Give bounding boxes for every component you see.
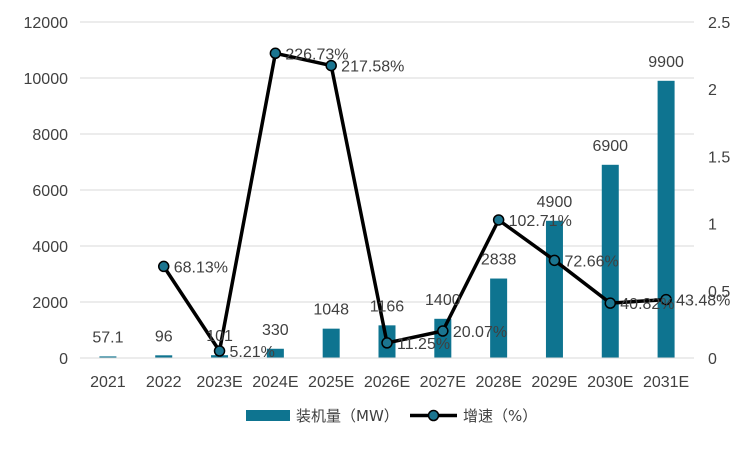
- y-left-tick-label: 2000: [32, 295, 68, 312]
- bar: [99, 356, 117, 358]
- line-marker: [437, 325, 449, 337]
- gridlines: [80, 21, 694, 303]
- y-left-tick-label: 8000: [32, 127, 68, 144]
- bar: [155, 355, 173, 358]
- line-value-label: 68.13%: [174, 259, 228, 276]
- bar-value-label: 96: [155, 328, 173, 345]
- y-right-tick-label: 1: [708, 217, 717, 234]
- bar: [545, 220, 563, 358]
- x-tick-label: 2026E: [364, 374, 410, 391]
- line-marker: [269, 47, 282, 60]
- line-value-label: 40.82%: [620, 296, 674, 313]
- y-right-tick-label: 0: [708, 351, 717, 368]
- bar-value-label: 4900: [537, 194, 573, 211]
- x-tick-label: 2029E: [531, 374, 577, 391]
- bar: [322, 328, 340, 358]
- line-data-labels: 68.13% 5.21% 226.73%217.58% 11.25%20.07% 102…: [174, 46, 731, 361]
- bar-value-label: 101: [206, 328, 233, 345]
- growth-line: [162, 51, 667, 353]
- line-value-label: 226.73%: [285, 46, 348, 63]
- x-tick-label: 2022: [146, 374, 182, 391]
- y-right-tick-label: 2.5: [708, 15, 730, 32]
- y-right-tick-label: 0.5: [708, 284, 730, 301]
- x-tick-label: 2021: [90, 374, 126, 391]
- x-tick-label: 2025E: [308, 374, 354, 391]
- x-tick-label: 2027E: [420, 374, 466, 391]
- y-axis-right: 0 0.5 1 1.5 2 2.5: [708, 15, 730, 368]
- bar: [266, 348, 284, 358]
- bar-series: [99, 80, 675, 359]
- bar-value-label: 57.1: [92, 329, 123, 346]
- x-tick-label: 2024E: [252, 374, 298, 391]
- y-left-tick-label: 0: [59, 351, 68, 368]
- bar: [490, 278, 508, 358]
- line-marker: [157, 260, 170, 273]
- line-value-label: 43.48%: [676, 293, 730, 310]
- bar-value-label: 1400: [425, 292, 461, 309]
- x-axis: 2021 2022 2023E 2024E 2025E 2026E 2027E 2028E 20…: [80, 357, 694, 391]
- x-tick-label: 2030E: [587, 374, 633, 391]
- y-left-tick-label: 12000: [24, 15, 69, 32]
- line-value-label: 217.58%: [341, 59, 404, 76]
- x-tick-label: 2031E: [643, 374, 689, 391]
- y-left-tick-label: 4000: [32, 239, 68, 256]
- legend-bar-swatch: [246, 410, 290, 421]
- x-tick-label: 2028E: [476, 374, 522, 391]
- legend-bar-label: 装机量（MW）: [296, 407, 399, 425]
- line-marker: [381, 337, 393, 349]
- line-value-label: 5.21%: [230, 344, 275, 361]
- bar-data-labels: 57.1 96 101 330 1048 1166 1400 2838 4900 6900 9900: [92, 54, 684, 347]
- line-series: [157, 47, 672, 357]
- y-axis-left: 0 2000 4000 6000 8000 10000 12000: [24, 15, 69, 368]
- line-value-label: 72.66%: [564, 253, 618, 270]
- line-marker: [604, 297, 617, 309]
- y-left-tick-label: 6000: [32, 183, 68, 200]
- line-marker: [325, 59, 337, 72]
- bar-value-label: 1048: [313, 302, 349, 319]
- bar-value-label: 9900: [648, 54, 684, 71]
- line-value-label: 102.71%: [509, 213, 572, 230]
- x-tick-label: 2023E: [196, 374, 242, 391]
- y-left-tick-label: 10000: [24, 71, 69, 88]
- bar: [601, 164, 619, 358]
- line-marker: [660, 293, 672, 306]
- bar-value-label: 2838: [481, 252, 517, 269]
- bar-value-label: 330: [262, 322, 289, 339]
- line-marker: [548, 254, 561, 267]
- bar-value-label: 1166: [370, 298, 405, 315]
- legend-line-label: 增速（%）: [463, 407, 537, 425]
- y-right-tick-label: 2: [708, 82, 717, 99]
- line-value-label: 11.25%: [397, 336, 450, 353]
- y-right-tick-label: 1.5: [708, 149, 730, 166]
- bar: [657, 80, 675, 359]
- legend: 装机量（MW） 增速（%）: [246, 407, 537, 425]
- bar-value-label: 6900: [592, 138, 628, 155]
- line-marker: [213, 345, 226, 357]
- line-marker: [492, 214, 505, 226]
- legend-line-marker: [427, 409, 440, 422]
- line-value-label: 20.07%: [453, 324, 507, 341]
